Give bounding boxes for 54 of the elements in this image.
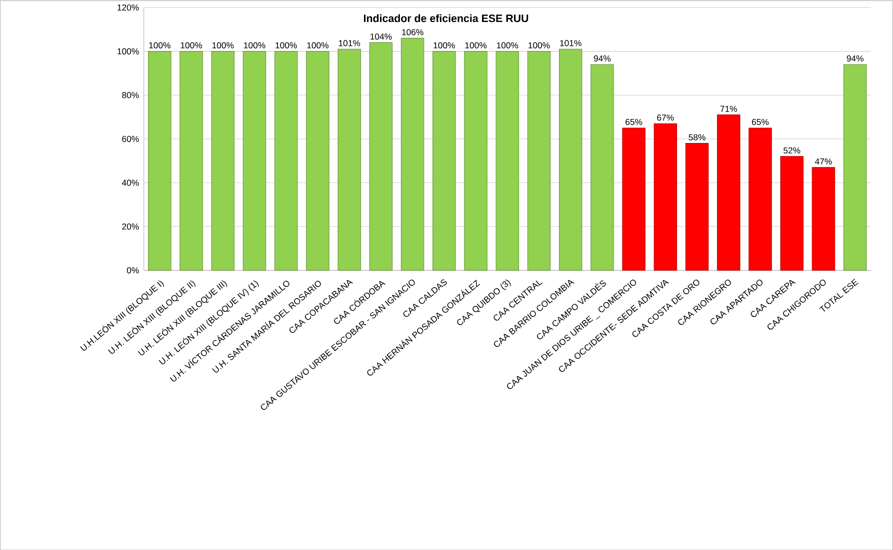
data-label: 47% [815,158,832,164]
data-label: 58% [688,134,706,140]
bar [369,42,393,270]
y-tick-label: 20% [122,223,139,230]
data-label: 52% [784,147,800,154]
bar [558,48,582,270]
bar [780,156,804,270]
bar [432,50,456,270]
bar [180,50,203,270]
data-label: 94% [846,55,864,62]
y-tick-label: 40% [122,180,139,186]
data-label: 65% [752,118,769,125]
data-label: 100% [276,42,297,48]
data-label: 100% [528,42,550,48]
bar [527,50,551,270]
data-label: 100% [465,42,487,48]
bar [654,123,678,270]
data-label: 101% [560,40,582,46]
data-label: 100% [307,42,328,48]
chart-title: Indicador de eficiencia ESE RUU [364,14,528,22]
data-label: 100% [212,42,234,48]
bar [338,48,361,270]
bar [685,142,709,270]
data-label: 67% [657,114,674,121]
bar [843,64,867,270]
bar [464,50,488,270]
data-label: 94% [594,55,611,62]
bar [274,50,298,270]
data-label: 104% [370,33,392,40]
bar [400,38,424,270]
bar [211,50,234,270]
bar [242,50,266,270]
bar [590,64,614,270]
bar [496,50,519,270]
bar [306,50,330,270]
data-label: 71% [720,106,737,112]
bar [748,128,772,270]
data-label: 101% [338,40,360,46]
y-tick-label: 60% [122,136,139,142]
data-label: 100% [244,42,266,48]
bar [717,114,740,270]
data-label: 100% [496,42,518,48]
y-tick-label: 100% [118,48,139,54]
data-label: 106% [402,29,424,36]
y-tick-label: 80% [122,92,139,98]
y-tick-label: 0% [126,267,139,274]
data-label: 100% [149,42,170,48]
bar [812,167,836,270]
data-label: 100% [180,42,202,48]
y-tick-label: 120% [118,4,139,10]
data-label: 65% [626,118,642,125]
data-label: 100% [434,42,455,48]
bar [622,128,646,270]
bar [148,50,172,270]
